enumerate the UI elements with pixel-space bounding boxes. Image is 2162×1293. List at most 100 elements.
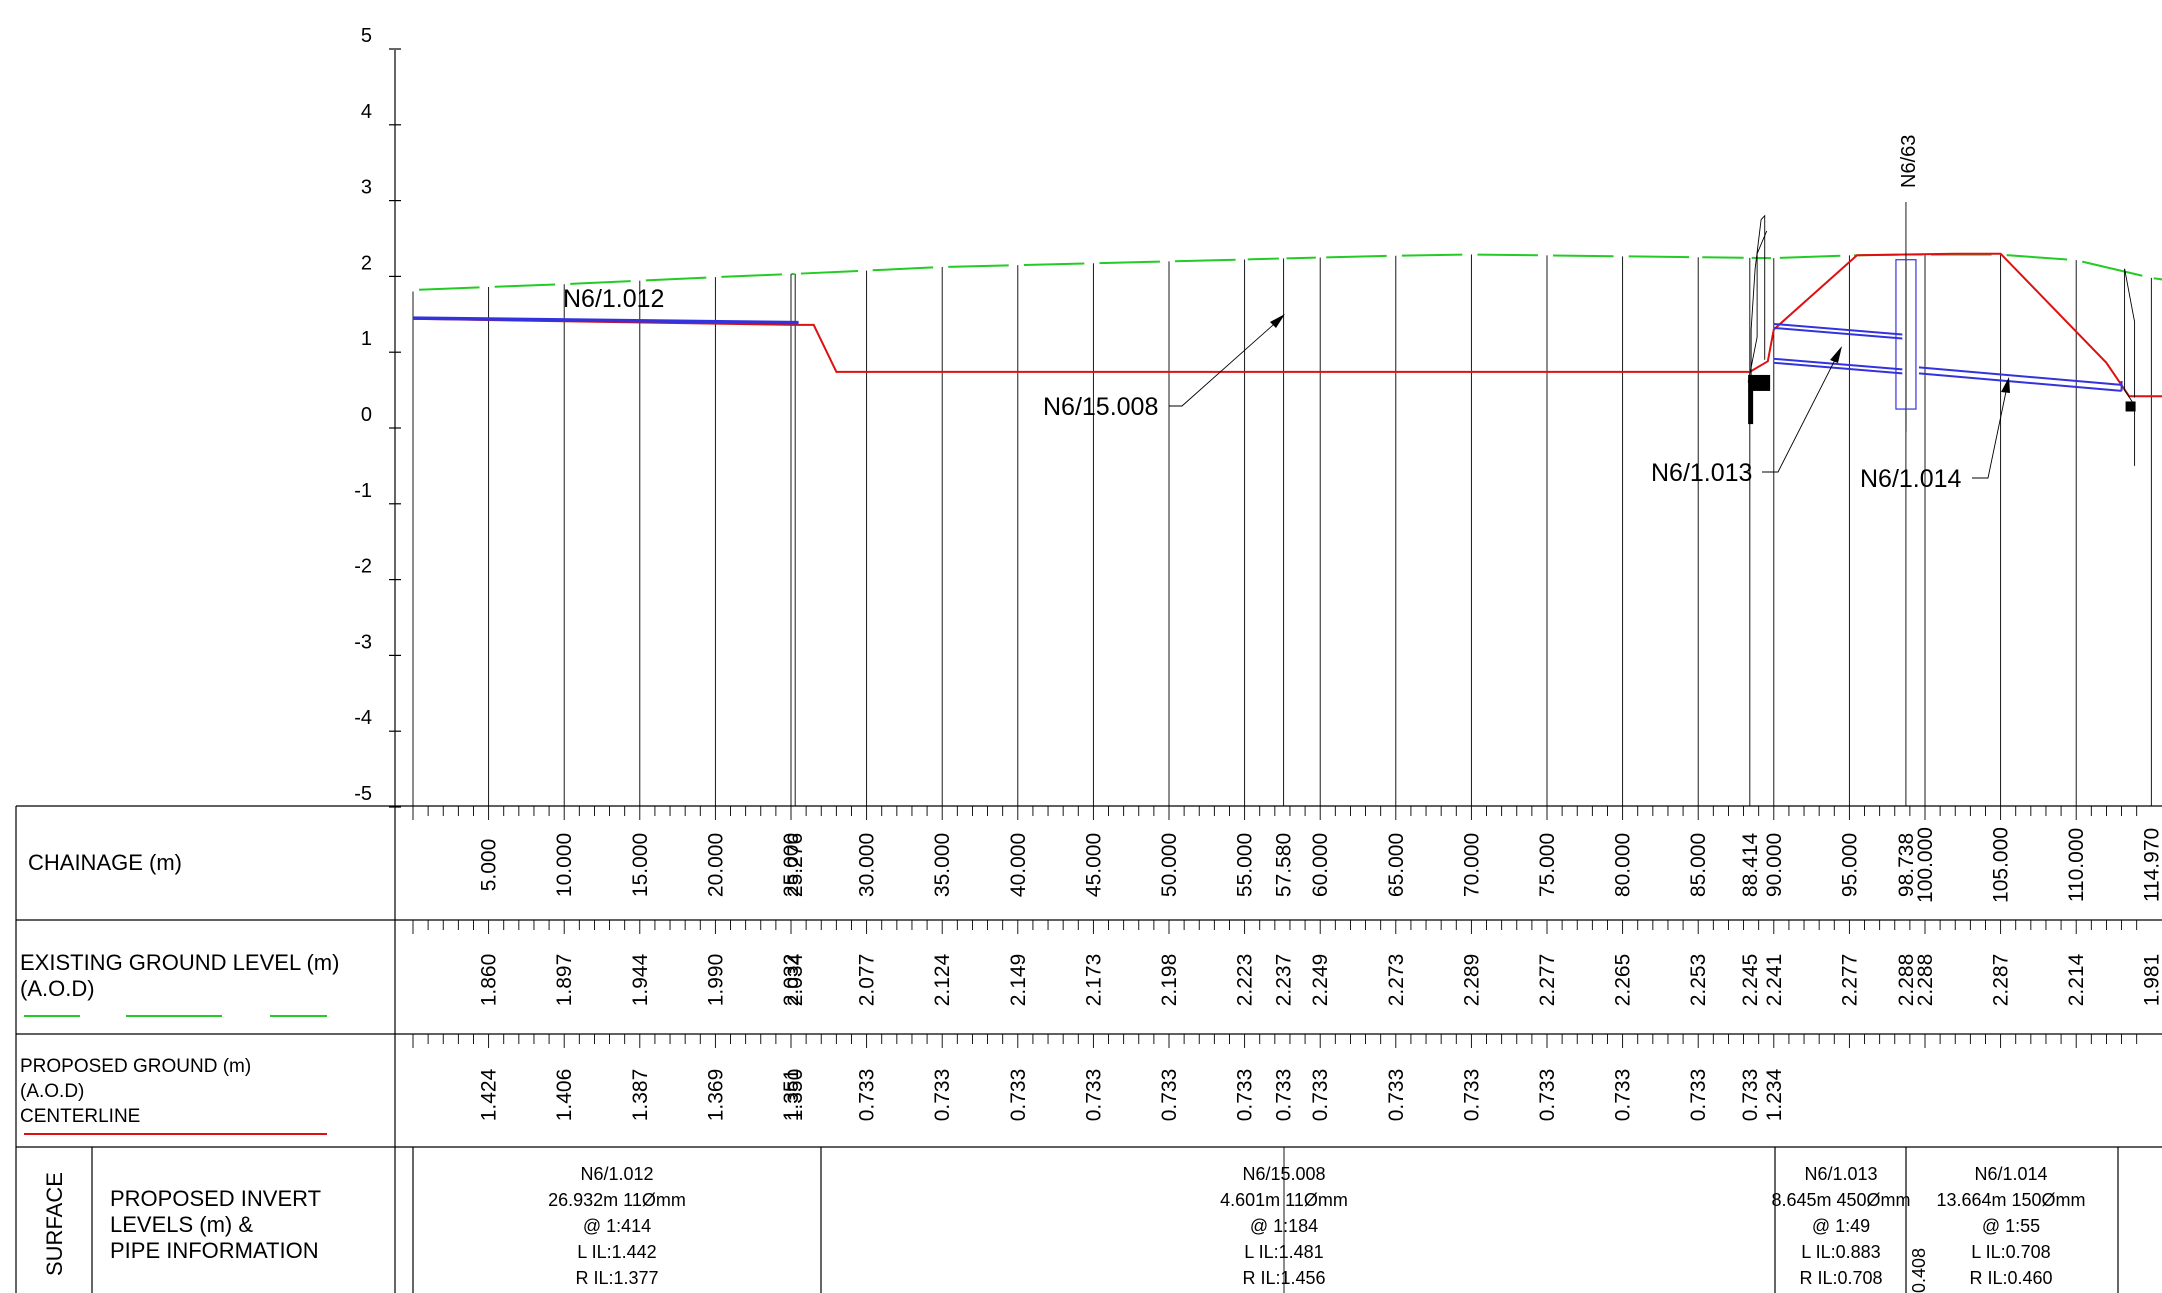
pipe-label-1013: N6/1.013	[1651, 459, 1752, 487]
chainage-value: 40.000	[1007, 833, 1030, 897]
existing-ground-value: 2.273	[1385, 954, 1408, 1007]
existing-ground-segment	[1779, 254, 1841, 259]
proposed-ground-value: 1.424	[478, 1068, 501, 1121]
chainage-value: 5.000	[478, 839, 501, 892]
outfall-structure	[2124, 268, 2136, 398]
existing-ground-segment	[1553, 254, 1614, 258]
row-label-existing-2: (A.O.D)	[20, 976, 95, 1001]
existing-ground-value: 2.198	[1158, 954, 1181, 1007]
existing-ground-value: 2.265	[1612, 954, 1635, 1007]
row-label-surface: SURFACE	[42, 1172, 67, 1276]
chainage-value: 60.000	[1309, 833, 1332, 897]
y-tick-label: -5	[354, 783, 372, 805]
chainage-value: 10.000	[553, 833, 576, 897]
existing-ground-segment	[2153, 277, 2162, 281]
existing-ground-value: 2.289	[1460, 954, 1483, 1007]
proposed-ground-value: 0.733	[1273, 1069, 1296, 1122]
existing-ground-value: 1.897	[553, 954, 576, 1007]
existing-ground-segment	[1023, 262, 1085, 266]
pipe-info-line: @ 1:414	[583, 1216, 651, 1236]
proposed-ground-value: 0.733	[1234, 1069, 1257, 1122]
chainage-value: 65.000	[1385, 833, 1408, 897]
proposed-ground-value: 0.733	[1687, 1069, 1710, 1122]
proposed-ground-value: 0.733	[1460, 1069, 1483, 1122]
y-tick-label: 5	[361, 25, 372, 47]
row-header-chainage: CHAINAGE (m)	[28, 850, 182, 875]
existing-ground-value: 2.287	[1990, 954, 2013, 1007]
chamber-base	[1748, 390, 1754, 425]
existing-ground-value: 2.249	[1309, 954, 1332, 1007]
callout-leader-1013	[1762, 349, 1841, 473]
chainage-value: 70.000	[1460, 833, 1483, 897]
pipe-info-line: N6/15.008	[1242, 1164, 1325, 1184]
chainage-value: 105.000	[1990, 827, 2013, 903]
row-label-invert-1: PROPOSED INVERT	[110, 1186, 321, 1211]
existing-ground-segment	[419, 286, 480, 291]
existing-ground-segment	[1247, 257, 1279, 261]
y-tick-label: -4	[354, 707, 372, 729]
pipe-info-line: R IL:0.460	[1969, 1268, 2052, 1288]
existing-ground-segment	[1401, 253, 1463, 257]
row-label-chainage: CHAINAGE (m)	[28, 850, 182, 875]
existing-ground-value: 2.277	[1536, 954, 1559, 1007]
existing-ground-value: 1.990	[704, 954, 727, 1007]
row-label-invert-2: LEVELS (m) &	[110, 1212, 253, 1237]
callout-arrow-1013	[1830, 346, 1842, 363]
invert-values: N6/1.012 26.932m 11Ømm @ 1:414 L IL:1.442 R …	[548, 1164, 2085, 1288]
proposed-ground-value: 1.234	[1763, 1068, 1786, 1121]
existing-ground-segment	[2006, 254, 2068, 261]
chainage-value: 35.000	[931, 833, 954, 897]
existing-ground-value: 1.981	[2140, 954, 2162, 1007]
pipe-label-1014: N6/1.014	[1860, 465, 1962, 493]
y-tick-label: 3	[361, 177, 372, 199]
pipe-info-line: R IL:1.456	[1242, 1268, 1325, 1288]
existing-ground-segment	[645, 276, 707, 282]
existing-ground-segment	[570, 280, 631, 285]
profile-plot: N6/1.012 N6/15.008 N6/1.013 N6/1.014 N6/…	[412, 135, 2162, 806]
pipe-info-line: N6/1.014	[1974, 1164, 2047, 1184]
existing-ground-segment	[721, 273, 782, 278]
pipe-info-line: L IL:1.442	[577, 1242, 656, 1262]
row-header-invert: SURFACE PROPOSED INVERT LEVELS (m) & PIP…	[42, 1172, 321, 1276]
existing-ground-segment	[1628, 255, 1690, 259]
existing-ground-segment	[494, 283, 556, 288]
pipe-info-line: 13.664m 150Ømm	[1936, 1190, 2085, 1210]
y-tick-label: -2	[354, 556, 372, 578]
outfall-base	[2125, 401, 2136, 412]
existing-ground-value: 2.277	[1838, 954, 1861, 1007]
callout-arrow-15008	[1270, 314, 1285, 328]
existing-ground-value: 2.214	[2065, 953, 2088, 1006]
pipe-info-line: 8.645m 450Ømm	[1771, 1190, 1910, 1210]
proposed-ground-value: 0.733	[856, 1069, 879, 1122]
proposed-ground-value: 1.350	[784, 1069, 807, 1122]
existing-ground-segment	[948, 264, 1009, 268]
chainage-value: 98.738	[1895, 833, 1918, 897]
existing-ground-value: 2.253	[1687, 954, 1710, 1007]
chainage-value: 75.000	[1536, 833, 1559, 897]
proposed-ground-value: 1.387	[629, 1069, 652, 1122]
existing-ground-segment	[1477, 253, 1538, 257]
chainage-value: 95.000	[1838, 833, 1861, 897]
pipe-wall	[1773, 357, 1903, 371]
proposed-ground-value: 0.733	[931, 1069, 954, 1122]
pipe-wall	[1773, 326, 1903, 340]
chainage-value: 45.000	[1082, 833, 1105, 897]
existing-ground-value: 2.077	[856, 954, 879, 1007]
existing-ground-value: 1.944	[629, 953, 652, 1006]
pipe-info-line: @ 1:184	[1250, 1216, 1318, 1236]
pipe-label-15008: N6/15.008	[1043, 393, 1158, 421]
proposed-ground-value: 0.733	[1739, 1069, 1762, 1122]
existing-ground-segment	[800, 269, 859, 275]
pipe-info-line: @ 1:49	[1812, 1216, 1870, 1236]
chainage-value: 85.000	[1687, 833, 1710, 897]
chainage-value: 50.000	[1158, 833, 1181, 897]
y-tick-label: -1	[354, 480, 372, 502]
manhole-label: N6/63	[1898, 135, 1920, 188]
y-tick-label: 1	[361, 328, 372, 350]
y-tick-label: 4	[361, 101, 372, 123]
row-header-existing: EXISTING GROUND LEVEL (m) (A.O.D)	[20, 950, 339, 1017]
proposed-ground-value: 0.733	[1536, 1069, 1559, 1122]
existing-ground-segment	[2081, 260, 2143, 277]
